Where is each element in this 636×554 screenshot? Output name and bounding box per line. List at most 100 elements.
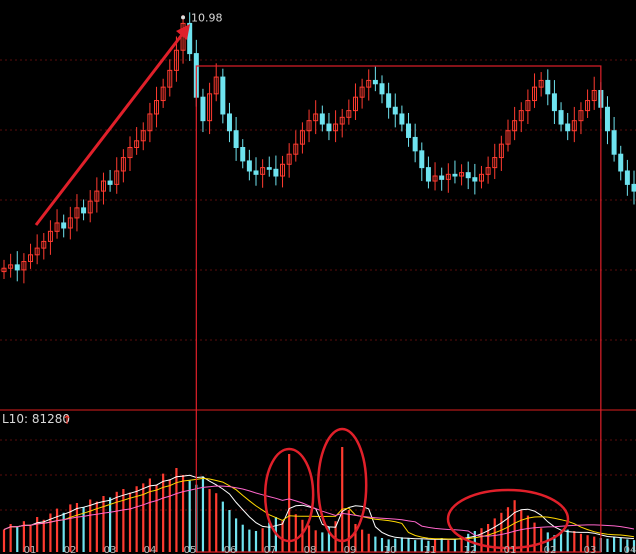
candle-body <box>492 157 498 169</box>
candle-body <box>74 207 80 219</box>
candle-body <box>352 96 358 112</box>
candle-body <box>465 172 471 179</box>
candle-body <box>299 130 305 145</box>
candle-body <box>432 175 438 182</box>
candle-body <box>127 147 133 159</box>
candle-body <box>551 93 557 112</box>
candle-body <box>372 79 378 85</box>
candle-body <box>34 247 40 256</box>
candle-body <box>81 207 87 214</box>
candle-body <box>306 120 312 132</box>
candle-body <box>87 200 93 214</box>
candle-body <box>505 130 511 145</box>
x-tick-label: 12 <box>464 545 477 554</box>
candle-body <box>359 86 365 98</box>
candle-body <box>41 240 47 249</box>
candle-body <box>585 100 591 112</box>
x-tick-label: 05 <box>184 545 197 554</box>
candle-body <box>339 116 345 125</box>
volume-ma-line <box>3 477 635 540</box>
candle-body <box>273 168 279 177</box>
candle-body <box>54 222 60 232</box>
candle-body <box>419 150 425 169</box>
volume-ma-line <box>3 485 635 537</box>
candle-body <box>154 100 160 115</box>
peak-marker <box>181 15 186 20</box>
candle-body <box>498 143 504 159</box>
candle-body <box>611 130 617 155</box>
trend-arrow-line <box>34 31 186 226</box>
candle-body <box>618 153 624 172</box>
candle-body <box>28 254 34 263</box>
candle-body <box>1 267 7 273</box>
candle-body <box>459 172 465 177</box>
candle-body <box>392 106 398 115</box>
candle-body <box>140 130 146 142</box>
candle-body <box>8 264 14 269</box>
candle-body <box>545 79 551 95</box>
candle-body <box>107 180 113 185</box>
candle-body <box>187 22 193 55</box>
candle-body <box>379 83 385 95</box>
highlight-ellipse <box>263 447 315 543</box>
candle-body <box>200 96 206 122</box>
volume-ma-label: L10: 81280 <box>2 412 70 426</box>
candle-body <box>439 175 445 180</box>
x-tick-label: 04 <box>144 545 157 554</box>
x-tick-label: 01 <box>24 545 37 554</box>
candle-body <box>61 222 67 229</box>
volume-moving-averages <box>3 474 635 540</box>
candle-body <box>624 170 630 185</box>
candle-body <box>220 76 226 115</box>
candle-body <box>173 49 179 71</box>
candle-body <box>266 167 272 170</box>
candle-body <box>558 110 564 125</box>
candle-body <box>260 167 266 175</box>
candle-body <box>286 153 292 165</box>
candle-body <box>313 113 319 122</box>
candle-body <box>293 143 299 155</box>
volume-series <box>2 447 636 552</box>
candle-body <box>571 120 577 132</box>
candle-body <box>406 123 412 138</box>
candle-body <box>167 69 173 88</box>
candle-body <box>472 177 478 182</box>
candle-body <box>386 93 392 108</box>
x-tick-label: 08 <box>304 545 317 554</box>
highlight-ellipse <box>446 488 570 550</box>
candle-body <box>207 93 213 122</box>
candle-body <box>591 89 597 102</box>
candle-body <box>333 123 339 132</box>
candle-body <box>233 130 239 148</box>
x-tick-label: 06 <box>224 545 237 554</box>
candle-body <box>160 86 166 102</box>
candle-body <box>319 113 325 125</box>
x-tick-label: 09 <box>344 545 357 554</box>
up-arrow-icon: ↑ <box>62 413 72 427</box>
candle-body <box>478 173 484 182</box>
candle-body <box>485 167 491 175</box>
candle-body <box>565 123 571 132</box>
trend-arrowhead <box>176 24 190 40</box>
x-tick-label: 01 <box>504 545 517 554</box>
highlight-ellipse <box>316 427 368 543</box>
candle-body <box>512 120 518 132</box>
candle-body <box>518 110 524 122</box>
candle-body <box>47 230 53 242</box>
candle-body <box>114 170 120 185</box>
candle-body <box>280 163 286 177</box>
candle-body <box>94 190 100 202</box>
candle-body <box>412 136 418 152</box>
candle-body <box>452 173 458 177</box>
candlestick-series <box>1 12 636 284</box>
x-tick-label: 10 <box>384 545 397 554</box>
candle-body <box>246 160 252 172</box>
candle-body <box>100 180 106 192</box>
candle-body <box>631 183 636 192</box>
candle-body <box>67 217 73 229</box>
candle-body <box>253 170 259 175</box>
x-tick-label: 11 <box>424 545 437 554</box>
candle-body <box>604 106 610 132</box>
